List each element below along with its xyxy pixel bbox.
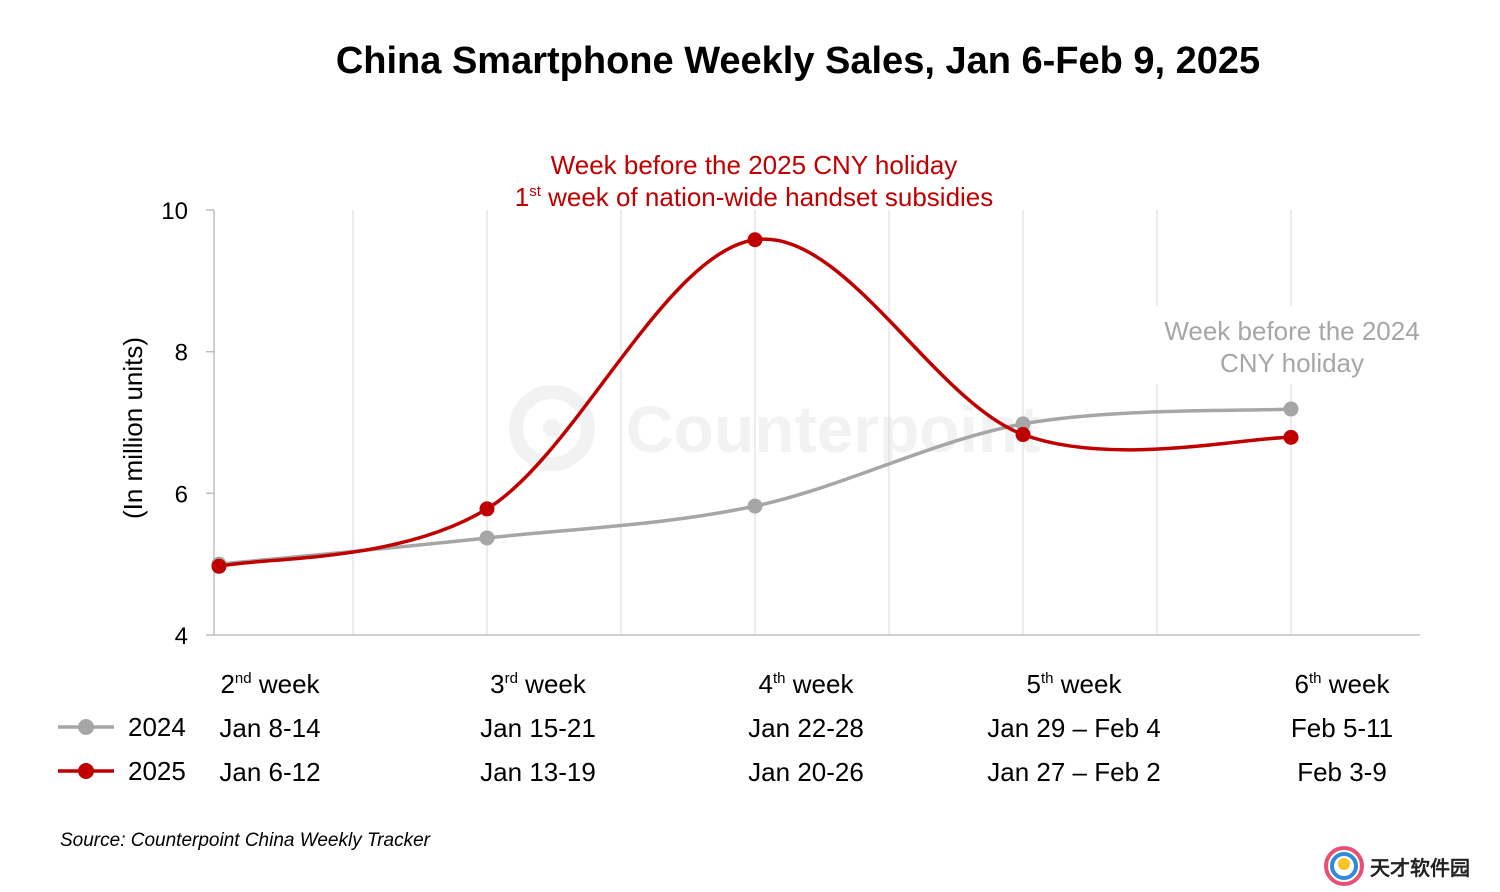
week-word: week: [1322, 669, 1391, 699]
source-note: Source: Counterpoint China Weekly Tracke…: [60, 830, 430, 851]
data-point-2024: [1283, 401, 1299, 417]
data-point-2025: [1283, 429, 1299, 445]
y-tick-labels: 4 6 8 10: [161, 198, 188, 650]
week-label: 6th week: [1295, 669, 1391, 699]
date-label-2025: Jan 27 – Feb 2: [987, 757, 1160, 787]
data-point-2025: [211, 558, 227, 574]
chart-title: China Smartphone Weekly Sales, Jan 6-Feb…: [335, 40, 1261, 82]
week-label: 5th week: [1027, 669, 1123, 699]
week-ordinal: th: [1309, 670, 1322, 687]
date-label-2024: Jan 29 – Feb 4: [987, 713, 1160, 743]
date-label-2024: Feb 5-11: [1291, 713, 1393, 743]
annotation-2024-line2: CNY holiday: [1220, 348, 1364, 378]
annotation-2024-bg: [1150, 306, 1440, 384]
date-label-2025: Jan 20-26: [748, 757, 864, 787]
watermark-logo-ring: [509, 385, 595, 471]
y-tick-label: 6: [175, 481, 188, 508]
data-point-2025: [479, 501, 495, 517]
week-word: week: [786, 669, 855, 699]
y-axis-label: (In million units): [118, 337, 148, 519]
week-ordinal: th: [773, 670, 786, 687]
date-label-2024: Jan 22-28: [748, 713, 864, 743]
data-point-2025: [1015, 427, 1031, 443]
week-number: 4: [759, 669, 773, 699]
annotation-2025-line1: Week before the 2025 CNY holiday: [551, 150, 958, 180]
legend-marker-2025: [78, 763, 94, 779]
watermark-text: Counterpoint: [626, 392, 1040, 466]
category-labels: 2nd week 3rd week 4th week 5th week 6th week…: [219, 669, 1393, 787]
data-point-2025: [747, 232, 763, 248]
week-ordinal: rd: [505, 670, 518, 687]
legend: 2024 2025: [58, 712, 186, 786]
series: [211, 232, 1299, 574]
legend-marker-2024: [78, 719, 94, 735]
annotation-2024-line1: Week before the 2024: [1164, 316, 1419, 346]
annotation-2025-line2: 1st week of nation-wide handset subsidie…: [515, 182, 994, 212]
annotation-2025: Week before the 2025 CNY holiday 1st wee…: [515, 150, 994, 212]
annotation-2024: Week before the 2024 CNY holiday: [1150, 306, 1440, 384]
y-tick-label: 8: [175, 340, 188, 367]
annotation-2025-line2-num: 1: [515, 182, 529, 212]
week-ordinal: th: [1041, 670, 1054, 687]
week-number: 2: [220, 669, 234, 699]
watermark: Counterpoint: [509, 385, 1040, 471]
annotation-2025-line2-sup: st: [529, 183, 542, 200]
site-logo-text: 天才软件园: [1370, 856, 1470, 880]
week-word: week: [518, 669, 587, 699]
date-label-2024: Jan 15-21: [480, 713, 596, 743]
data-point-2024: [1015, 416, 1031, 432]
week-label: 2nd week: [220, 669, 320, 699]
week-number: 5: [1027, 669, 1041, 699]
week-number: 6: [1295, 669, 1309, 699]
watermark-logo-dot: [543, 419, 561, 437]
date-label-2024: Jan 8-14: [219, 713, 320, 743]
week-label: 4th week: [759, 669, 855, 699]
date-label-2025: Feb 3-9: [1297, 757, 1387, 787]
data-point-2024: [479, 530, 495, 546]
legend-label-2025: 2025: [128, 756, 186, 786]
week-number: 3: [490, 669, 504, 699]
date-label-2025: Jan 6-12: [219, 757, 320, 787]
site-logo-icon: [1324, 846, 1364, 886]
site-logo: 天才软件园: [1322, 842, 1492, 888]
y-tick-label: 10: [161, 198, 188, 225]
data-point-2024: [747, 498, 763, 514]
date-label-2025: Jan 13-19: [480, 757, 596, 787]
legend-label-2024: 2024: [128, 712, 186, 742]
week-label: 3rd week: [490, 669, 587, 699]
annotation-2025-line2-rest: week of nation-wide handset subsidies: [541, 182, 993, 212]
y-tick-label: 4: [175, 623, 188, 650]
week-ordinal: nd: [235, 670, 252, 687]
week-word: week: [252, 669, 321, 699]
week-word: week: [1054, 669, 1123, 699]
